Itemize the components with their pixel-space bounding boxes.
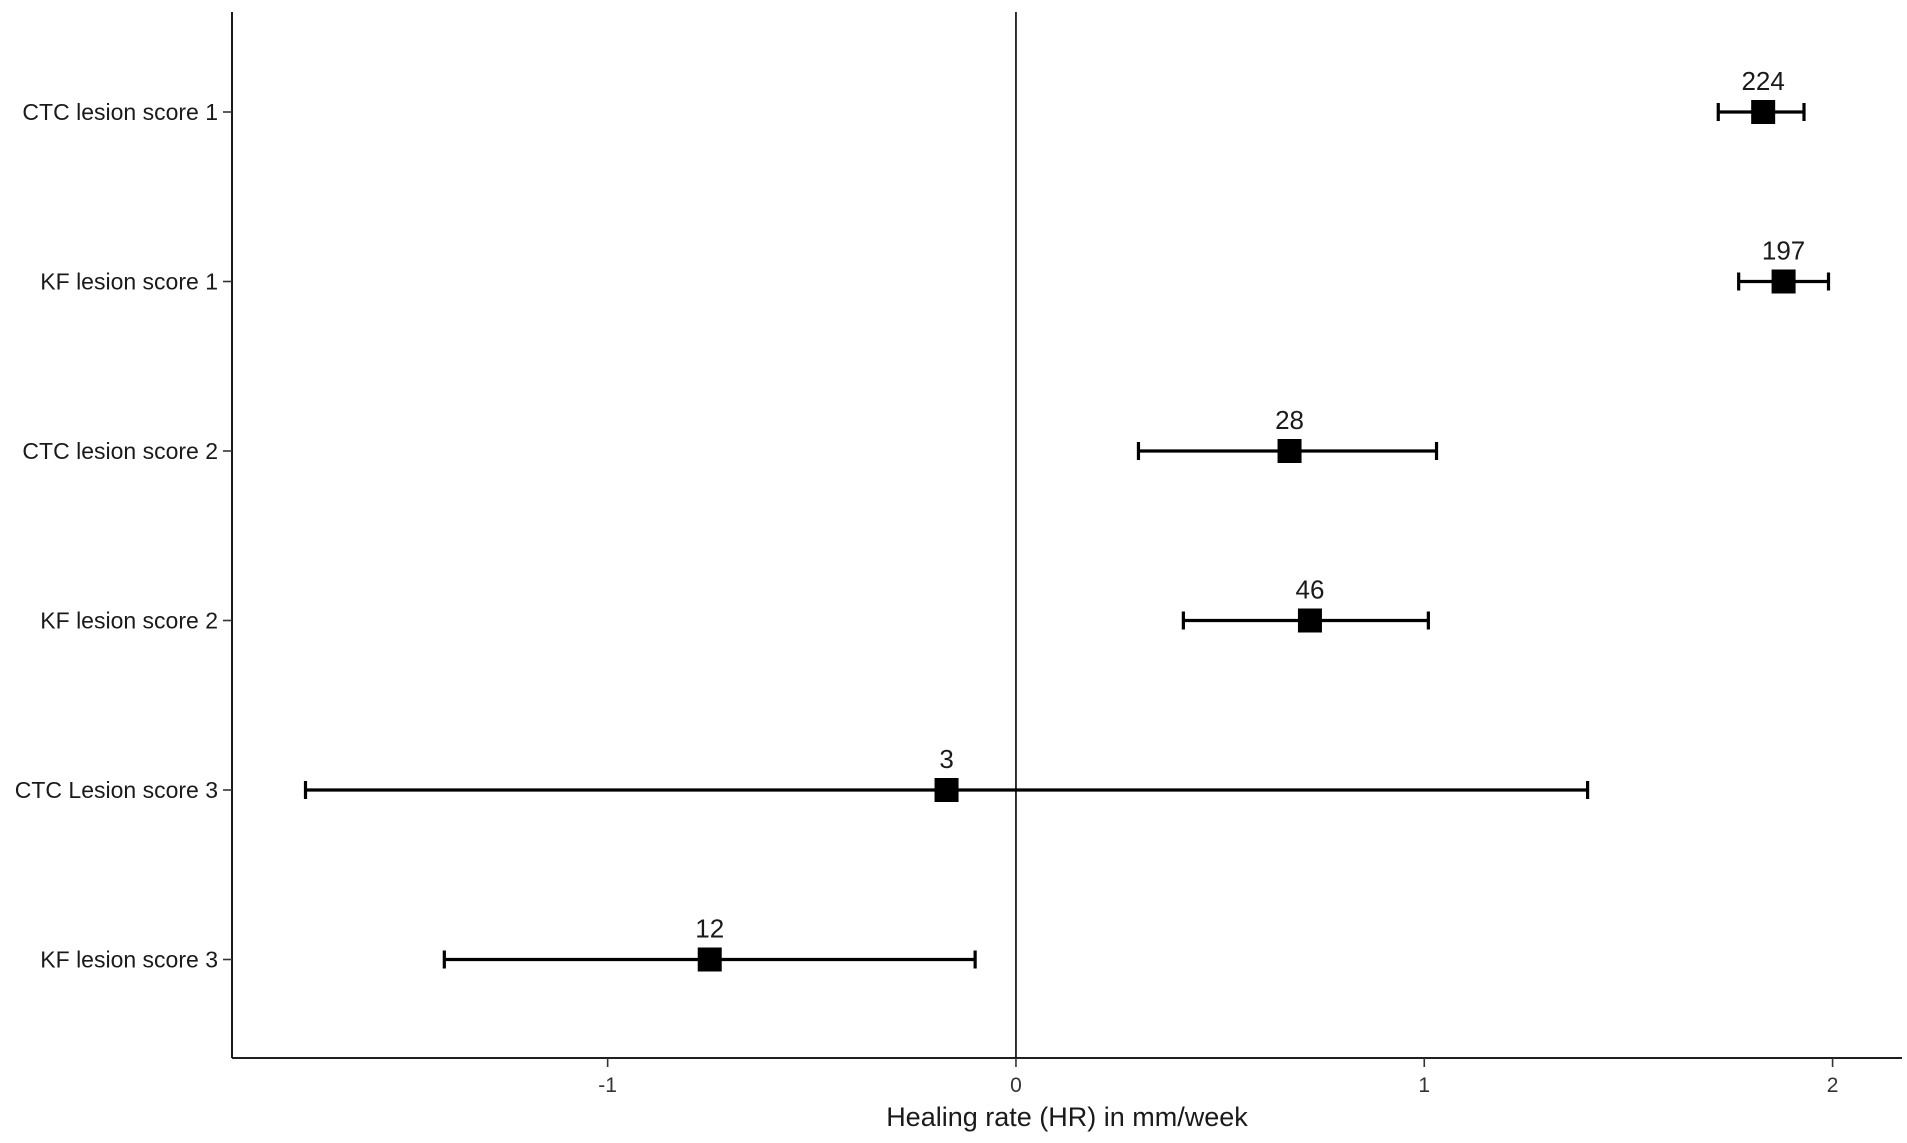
estimate-marker	[1277, 439, 1302, 463]
estimate-marker	[697, 947, 722, 972]
y-tick-label: CTC lesion score 1	[22, 99, 218, 125]
sample-size-label: 197	[1762, 236, 1805, 266]
y-tick-label: CTC Lesion score 3	[15, 777, 218, 803]
x-tick-label: -1	[598, 1074, 617, 1097]
y-tick-label: KF lesion score 1	[40, 269, 218, 295]
y-tick-label: KF lesion score 3	[40, 947, 218, 973]
sample-size-label: 3	[939, 744, 953, 774]
estimate-marker	[1297, 608, 1322, 633]
estimate-marker	[1771, 269, 1796, 294]
y-tick-label: CTC lesion score 2	[22, 438, 218, 464]
x-tick-label: 2	[1827, 1074, 1839, 1097]
estimate-marker	[934, 778, 959, 802]
sample-size-label: 12	[695, 914, 724, 944]
x-tick-label: 1	[1418, 1074, 1430, 1097]
sample-size-label: 46	[1295, 575, 1324, 605]
estimate-marker	[1751, 100, 1776, 124]
y-tick-label: KF lesion score 2	[40, 608, 218, 634]
x-axis-title: Healing rate (HR) in mm/week	[886, 1102, 1248, 1132]
sample-size-label: 224	[1741, 66, 1784, 96]
sample-size-label: 28	[1275, 405, 1304, 435]
x-tick-label: 0	[1010, 1074, 1022, 1097]
